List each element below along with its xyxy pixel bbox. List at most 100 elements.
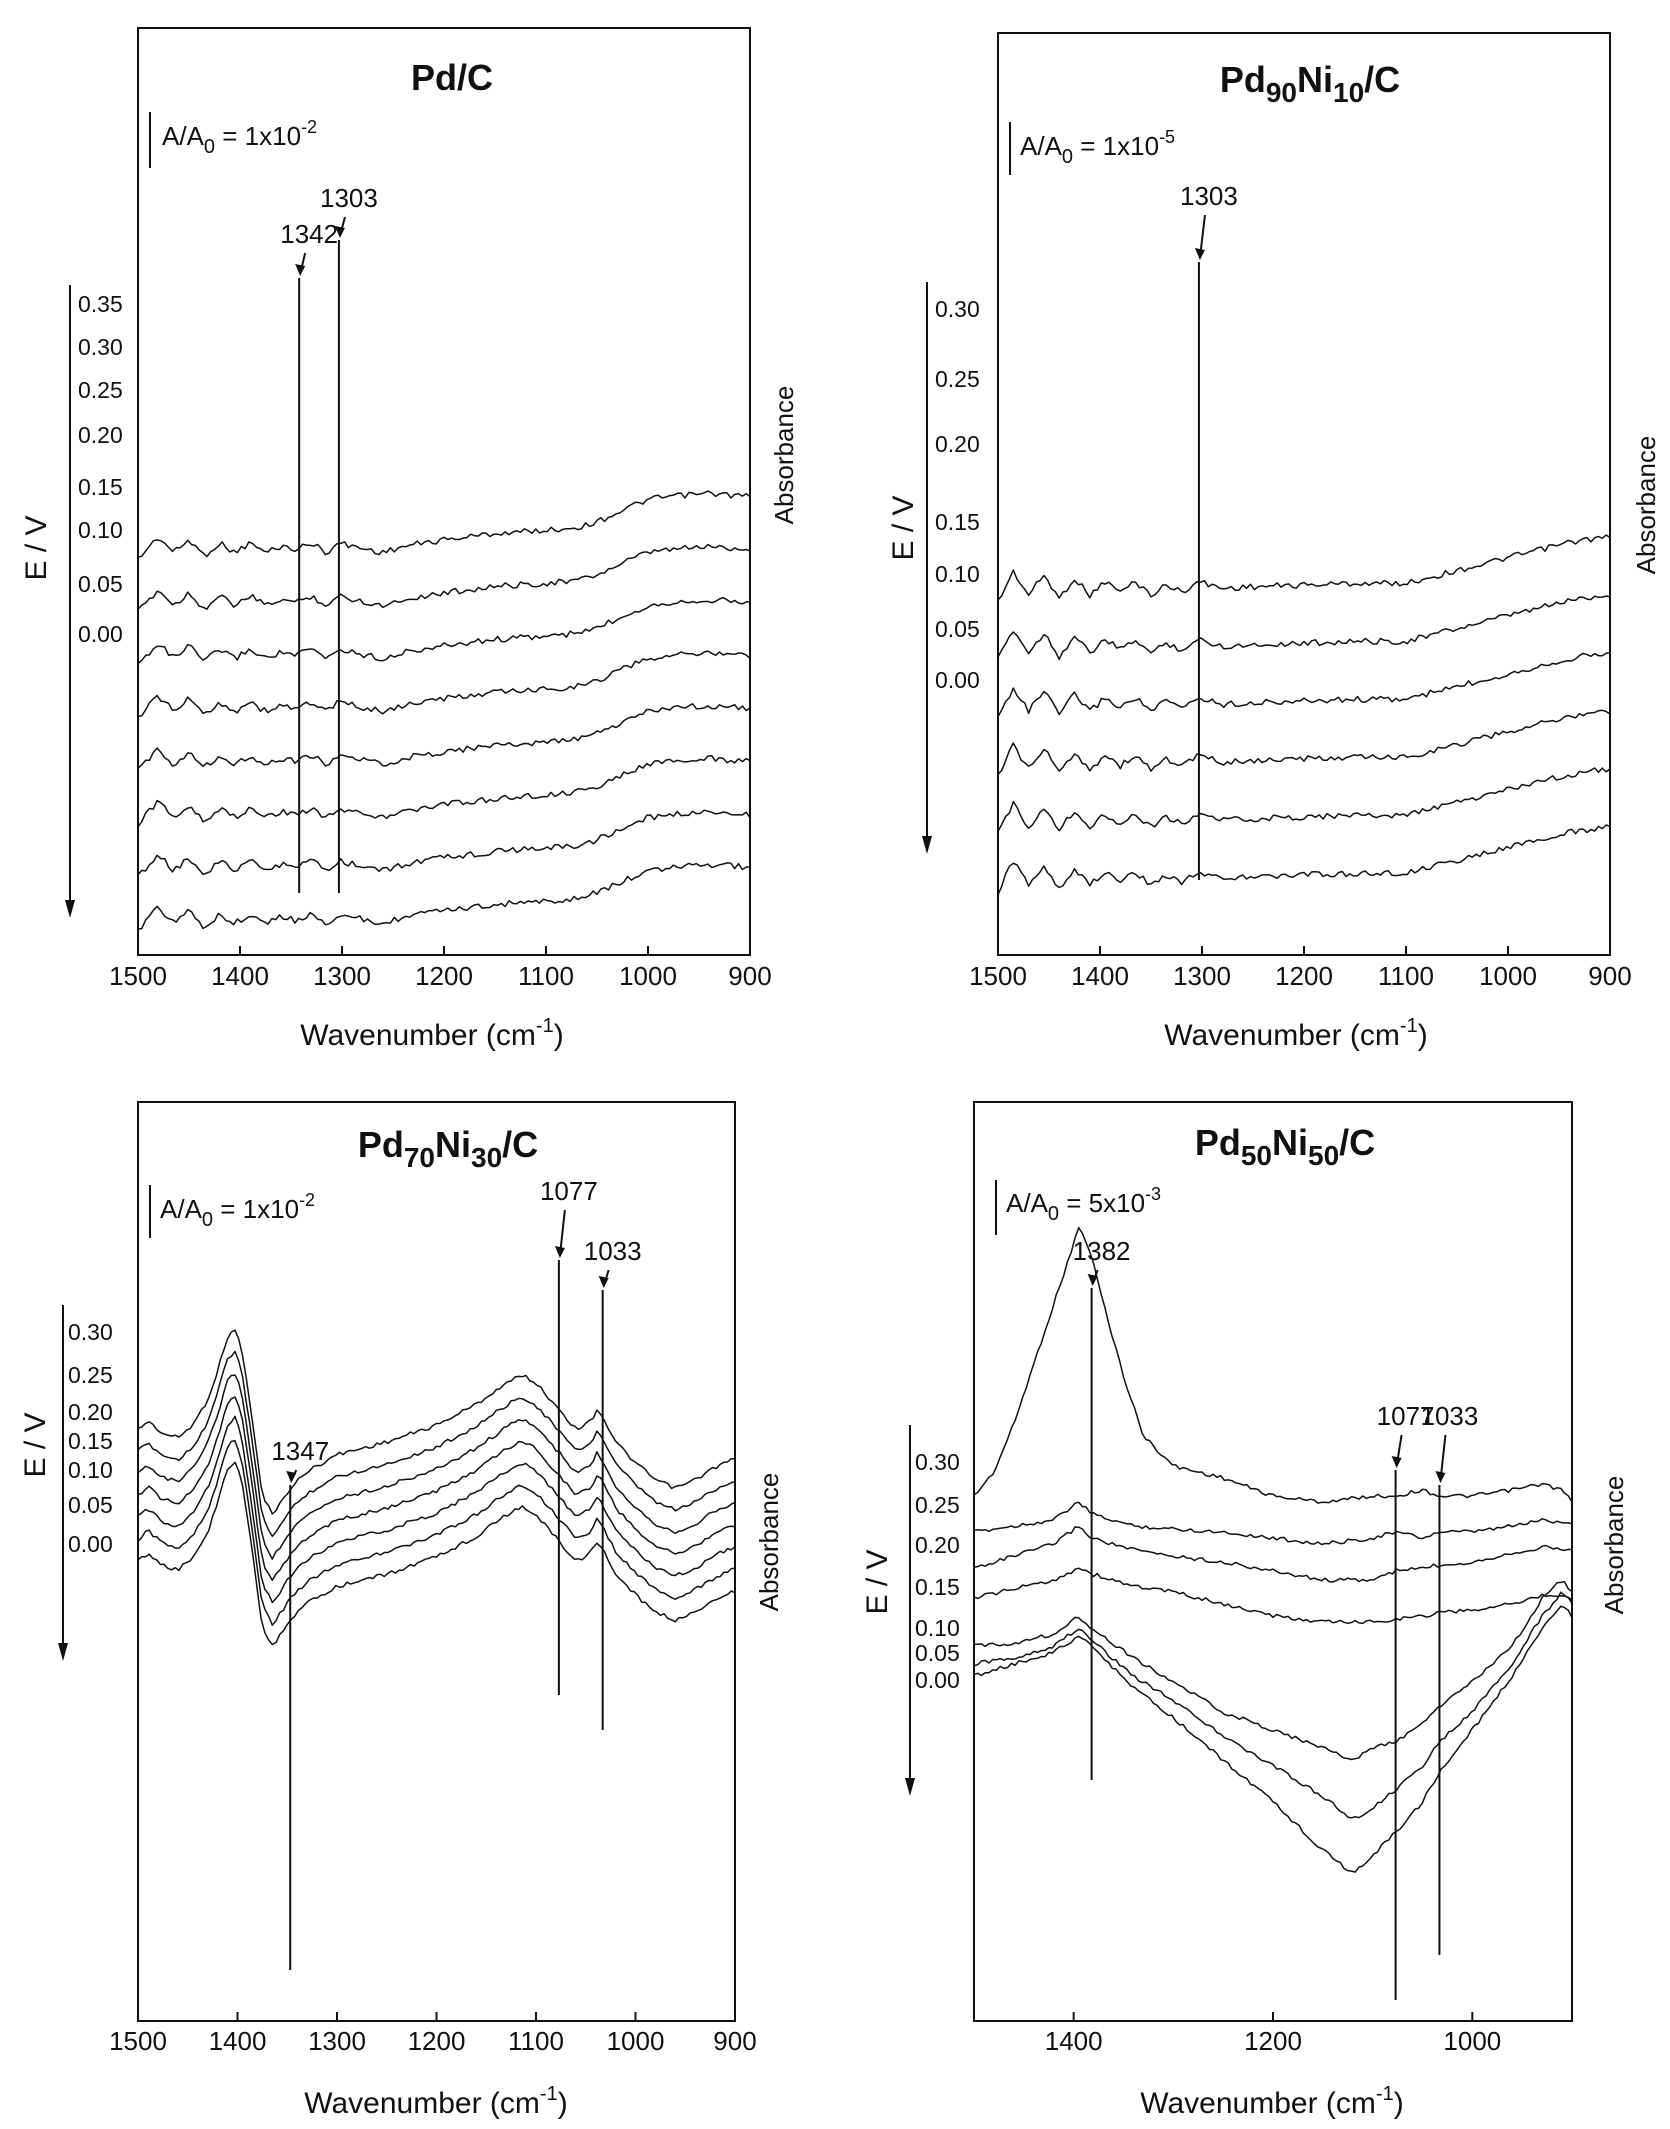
scale-label: A/A0 = 1x10-2 <box>162 117 317 158</box>
plot-frame <box>137 27 751 956</box>
x-tick-label: 900 <box>713 2026 756 2056</box>
spectrum-line <box>137 809 751 876</box>
potential-label: 0.30 <box>78 334 123 360</box>
spectrum-line <box>997 767 1611 832</box>
potential-label: 0.00 <box>78 621 123 647</box>
x-tick-label: 1100 <box>508 2026 564 2056</box>
spectra-group <box>973 1226 1573 1873</box>
potential-label: 0.25 <box>68 1362 113 1388</box>
potential-arrow-head <box>65 900 75 918</box>
band-arrow-head <box>1435 1471 1446 1483</box>
x-axis-ticks: 1500 1400 1300 1200 1100 1000 900 <box>109 2012 757 2056</box>
potential-label: 0.25 <box>915 1492 960 1518</box>
potential-arrow-head <box>58 1643 68 1661</box>
x-tick-label: 1500 <box>109 2026 167 2056</box>
y-axis-label: E / V <box>20 515 53 580</box>
spectrum-line <box>137 543 751 610</box>
spectrum-line <box>997 534 1611 601</box>
spectra-group <box>997 534 1611 896</box>
potential-label: 0.05 <box>935 616 980 642</box>
potential-arrow-head <box>922 836 932 854</box>
x-tick-label: 1400 <box>209 2026 267 2056</box>
potential-labels: 0.300.250.200.150.100.050.00 <box>915 1449 960 1693</box>
chart-title: Pd50Ni50/C <box>1195 1122 1375 1171</box>
x-tick-label: 1300 <box>308 2026 366 2056</box>
chart-title: Pd90Ni10/C <box>1220 59 1400 108</box>
x-tick-label: 1100 <box>518 961 574 991</box>
y2-axis-label: Absorbance <box>1599 1476 1629 1615</box>
x-tick-label: 1300 <box>313 961 371 991</box>
band-markers: 1303 <box>1180 181 1238 880</box>
spectrum-line <box>973 1591 1573 1819</box>
band-markers: 1342 1303 <box>280 183 378 893</box>
scale-label: A/A0 = 1x10-5 <box>1020 127 1175 168</box>
potential-label: 0.20 <box>915 1532 960 1558</box>
spectrum-line <box>137 490 751 558</box>
potential-label: 0.15 <box>915 1574 960 1600</box>
band-arrow-head <box>334 226 345 238</box>
x-axis-ticks: 1500 1400 1300 1200 1100 1000 900 <box>109 946 772 991</box>
potential-label: 0.20 <box>68 1399 113 1425</box>
spectrum-line <box>973 1605 1573 1873</box>
plot-frame <box>137 1101 736 2022</box>
spectrum-line <box>973 1501 1573 1546</box>
spectrum-line <box>997 824 1611 896</box>
x-tick-label: 1200 <box>408 2026 466 2056</box>
spectrum-line <box>997 709 1611 775</box>
y2-axis-label: Absorbance <box>754 1473 784 1612</box>
potential-label: 0.15 <box>68 1428 113 1454</box>
x-tick-label: 1400 <box>1045 2026 1103 2056</box>
potential-label: 0.35 <box>78 291 123 317</box>
spectrum-line <box>137 1415 736 1604</box>
potential-label: 0.05 <box>68 1492 113 1518</box>
potential-labels: 0.300.250.200.150.100.050.00 <box>935 296 980 693</box>
spectrum-line <box>973 1526 1573 1583</box>
potential-label: 0.05 <box>78 571 123 597</box>
band-arrow-head <box>286 1471 297 1483</box>
y-axis-label: E / V <box>861 1549 894 1614</box>
spectrum-line <box>973 1567 1573 1625</box>
y2-axis-label: Absorbance <box>1631 436 1661 575</box>
panel-pd90ni10-c: Pd90Ni10/C A/A0 = 1x10-5 1303 0.30 0.25 0.… <box>887 32 1661 1052</box>
spectrum-line <box>137 1350 736 1538</box>
spectra-group <box>137 490 751 930</box>
y2-axis-label: Absorbance <box>769 386 799 525</box>
y-axis-label: E / V <box>19 1412 52 1477</box>
x-tick-label: 1400 <box>211 961 269 991</box>
spectrum-line <box>997 651 1611 717</box>
band-label: 1077 <box>1377 1401 1435 1431</box>
band-label: 1033 <box>584 1236 642 1266</box>
band-label: 1342 <box>280 219 338 249</box>
band-arrow-head <box>1194 248 1205 260</box>
x-tick-label: 900 <box>728 961 771 991</box>
spectrum-line <box>973 1580 1573 1761</box>
x-tick-label: 1300 <box>1173 961 1231 991</box>
potential-label: 0.25 <box>935 366 980 392</box>
spectrum-line <box>997 595 1611 661</box>
potential-label: 0.15 <box>78 474 123 500</box>
panel-pd-c: Pd/C A/A0 = 1x10-2 1342 1303 0.35 0.30 0.25… <box>20 27 799 1052</box>
chart-title: Pd70Ni30/C <box>358 1124 538 1173</box>
spectrum-line <box>137 755 751 828</box>
band-markers: 1347 1077 1033 <box>271 1176 642 1970</box>
spectrum-line <box>137 596 750 665</box>
band-label: 1347 <box>271 1436 329 1466</box>
potential-label: 0.30 <box>68 1319 113 1345</box>
x-axis-label: Wavenumber (cm-1) <box>1164 1015 1427 1052</box>
x-tick-label: 1100 <box>1378 961 1434 991</box>
potential-label: 0.00 <box>68 1531 113 1557</box>
spectrum-line <box>137 1461 736 1646</box>
potential-label: 0.10 <box>68 1457 113 1483</box>
spectrum-line <box>137 650 751 718</box>
band-label: 1303 <box>320 183 378 213</box>
potential-label: 0.30 <box>935 296 980 322</box>
potential-label: 0.20 <box>78 422 123 448</box>
spectrum-line <box>137 1439 736 1626</box>
potential-labels: 0.30 0.25 0.20 0.15 0.10 0.05 0.00 <box>68 1319 113 1557</box>
potential-label: 0.10 <box>915 1615 960 1641</box>
potential-label: 0.30 <box>915 1449 960 1475</box>
spectrum-line <box>137 1396 736 1582</box>
x-tick-label: 1200 <box>415 961 473 991</box>
